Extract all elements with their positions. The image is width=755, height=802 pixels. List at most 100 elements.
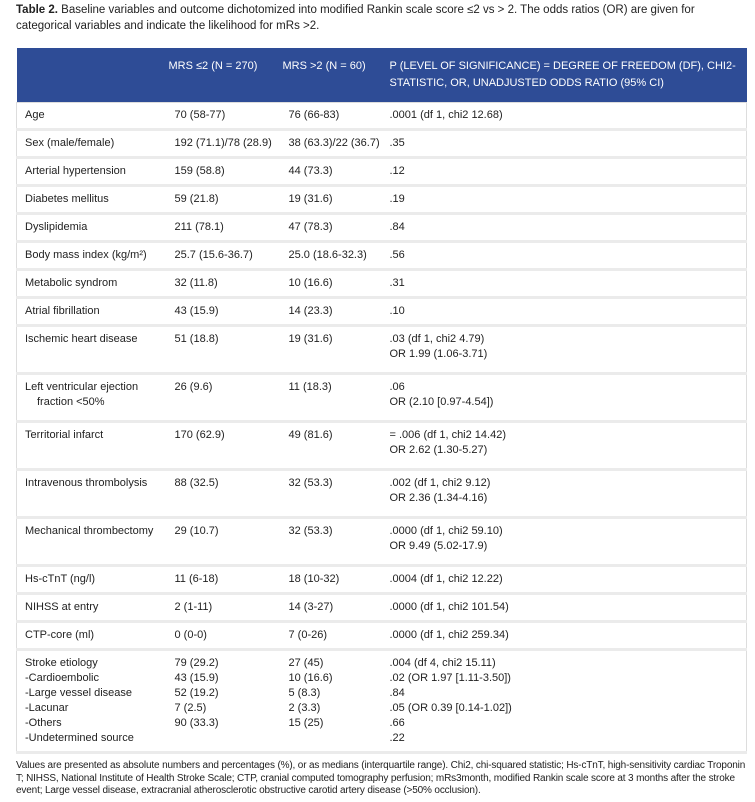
mrs-le2-cell: 170 (62.9) bbox=[164, 421, 279, 471]
p-value-cell: .03 (df 1, chi2 4.79) OR 1.99 (1.06-3.71) bbox=[385, 325, 747, 375]
variable-cell: Hs-cTnT (ng/l) bbox=[16, 565, 165, 595]
cell-line: 7 (0-26) bbox=[288, 629, 328, 641]
cell-line: Body mass index (kg/m²) bbox=[25, 249, 147, 261]
table-row: Territorial infarct 170 (62.9) 49 (81.6) = … bbox=[16, 421, 747, 471]
cell-line: -Others bbox=[25, 717, 62, 729]
cell-line: 25.7 (15.6-36.7) bbox=[174, 249, 253, 261]
header-mrs-le2: MRS ≤2 (N = 270) bbox=[168, 60, 258, 72]
cell-line: 79 (29.2) bbox=[174, 657, 219, 669]
cell-line: NIHSS at entry bbox=[25, 601, 99, 613]
mrs-gt2-cell: 44 (73.3) bbox=[278, 157, 386, 187]
mrs-le2-cell: 79 (29.2) 43 (15.9) 52 (19.2) 7 (2.5) 90 (33… bbox=[164, 649, 279, 754]
p-value-cell: .06 OR (2.10 [0.97-4.54]) bbox=[385, 373, 747, 423]
cell-line: OR (2.10 [0.97-4.54]) bbox=[389, 396, 494, 408]
p-value-cell: .004 (df 4, chi2 15.11) .02 (OR 1.97 [1.1… bbox=[385, 649, 747, 754]
cell-line: Atrial fibrillation bbox=[25, 305, 100, 317]
mrs-gt2-cell: 19 (31.6) bbox=[278, 325, 386, 375]
variable-cell: NIHSS at entry bbox=[16, 593, 165, 623]
cell-line: OR 2.36 (1.34-4.16) bbox=[389, 492, 488, 504]
cell-line: Intravenous thrombolysis bbox=[25, 477, 148, 489]
cell-line: -Lacunar bbox=[25, 702, 69, 714]
cell-line: 76 (66-83) bbox=[288, 109, 340, 121]
mrs-gt2-cell: 10 (16.6) bbox=[278, 269, 386, 299]
cell-line: .35 bbox=[389, 137, 405, 149]
header-variable bbox=[17, 48, 165, 103]
cell-line: Diabetes mellitus bbox=[25, 193, 109, 205]
cell-line: .84 bbox=[389, 221, 405, 233]
cell-line: 90 (33.3) bbox=[174, 717, 219, 729]
cell-line: Age bbox=[25, 109, 45, 121]
mrs-gt2-cell: 11 (18.3) bbox=[278, 373, 386, 423]
table-body: Age 70 (58-77) 76 (66-83) .0001 (df 1, chi2… bbox=[16, 102, 747, 754]
cell-line: .0004 (df 1, chi2 12.22) bbox=[389, 573, 503, 585]
variable-cell: Body mass index (kg/m²) bbox=[16, 241, 165, 271]
table-header-row: MRS ≤2 (N = 270) MRS >2 (N = 60) P (LEVE… bbox=[16, 48, 747, 103]
mrs-gt2-cell: 47 (78.3) bbox=[278, 213, 386, 243]
cell-line: = .006 (df 1, chi2 14.42) bbox=[389, 429, 507, 441]
mrs-gt2-cell: 14 (23.3) bbox=[278, 297, 386, 327]
p-value-cell: .0001 (df 1, chi2 12.68) bbox=[385, 102, 747, 131]
cell-line: Hs-cTnT (ng/l) bbox=[25, 573, 96, 585]
cell-line bbox=[283, 731, 382, 746]
p-value-cell: .19 bbox=[385, 185, 747, 215]
cell-line: 32 (53.3) bbox=[288, 477, 333, 489]
cell-line: 10 (16.6) bbox=[288, 277, 333, 289]
variable-cell: Ischemic heart disease bbox=[16, 325, 165, 375]
table-row: Age 70 (58-77) 76 (66-83) .0001 (df 1, chi2… bbox=[16, 102, 747, 131]
table-row: Body mass index (kg/m²) 25.7 (15.6-36.7) 2… bbox=[16, 241, 747, 271]
p-value-cell: .12 bbox=[385, 157, 747, 187]
table-row: CTP-core (ml) 0 (0-0) 7 (0-26) .0000 (df 1,… bbox=[16, 621, 747, 651]
cell-line: 51 (18.8) bbox=[174, 333, 219, 345]
mrs-le2-cell: 211 (78.1) bbox=[164, 213, 279, 243]
table-row: Arterial hypertension 159 (58.8) 44 (73.3)… bbox=[16, 157, 747, 187]
p-value-cell: .56 bbox=[385, 241, 747, 271]
variable-cell: Left ventricular ejection fraction <50% bbox=[16, 373, 165, 423]
cell-line: Territorial infarct bbox=[25, 429, 104, 441]
table-row: Mechanical thrombectomy 29 (10.7) 32 (53.3… bbox=[16, 517, 747, 567]
variable-cell: Mechanical thrombectomy bbox=[16, 517, 165, 567]
cell-line: OR 2.62 (1.30-5.27) bbox=[389, 444, 488, 456]
cell-line: 44 (73.3) bbox=[288, 165, 333, 177]
p-value-cell: .0004 (df 1, chi2 12.22) bbox=[385, 565, 747, 595]
mrs-gt2-cell: 19 (31.6) bbox=[278, 185, 386, 215]
header-p-value: P (LEVEL OF SIGNIFICANCE) = DEGREE OF FR… bbox=[389, 60, 736, 89]
p-value-cell: .84 bbox=[385, 213, 747, 243]
mrs-le2-cell: 43 (15.9) bbox=[164, 297, 279, 327]
cell-line: 47 (78.3) bbox=[288, 221, 333, 233]
p-value-cell: .0000 (df 1, chi2 101.54) bbox=[385, 593, 747, 623]
mrs-gt2-cell: 7 (0-26) bbox=[278, 621, 386, 651]
cell-line: .12 bbox=[389, 165, 405, 177]
cell-line: 43 (15.9) bbox=[174, 305, 219, 317]
cell-line: .84 bbox=[389, 687, 405, 699]
cell-line: 25.0 (18.6-32.3) bbox=[288, 249, 367, 261]
cell-line: 32 (11.8) bbox=[174, 277, 218, 289]
cell-line: fraction <50% bbox=[37, 396, 105, 408]
mrs-gt2-cell: 32 (53.3) bbox=[278, 517, 386, 567]
mrs-le2-cell: 25.7 (15.6-36.7) bbox=[164, 241, 279, 271]
variable-cell: CTP-core (ml) bbox=[16, 621, 165, 651]
cell-line: .56 bbox=[389, 249, 405, 261]
mrs-gt2-cell: 38 (63.3)/22 (36.7) bbox=[278, 129, 386, 159]
cell-line: 52 (19.2) bbox=[174, 687, 219, 699]
cell-line: 59 (21.8) bbox=[174, 193, 219, 205]
cell-line: .05 (OR 0.39 [0.14-1.02]) bbox=[389, 702, 512, 714]
variable-cell: Sex (male/female) bbox=[16, 129, 165, 159]
mrs-le2-cell: 70 (58-77) bbox=[164, 102, 279, 131]
mrs-gt2-cell: 32 (53.3) bbox=[278, 469, 386, 519]
caption-text: Baseline variables and outcome dichotomi… bbox=[16, 4, 695, 32]
cell-line: .19 bbox=[389, 193, 405, 205]
table-row: Sex (male/female) 192 (71.1)/78 (28.9) 38 … bbox=[16, 129, 747, 159]
mrs-le2-cell: 88 (32.5) bbox=[164, 469, 279, 519]
mrs-gt2-cell: 49 (81.6) bbox=[278, 421, 386, 471]
cell-line: 5 (8.3) bbox=[288, 687, 321, 699]
cell-line: 18 (10-32) bbox=[288, 573, 340, 585]
p-value-cell: .0000 (df 1, chi2 259.34) bbox=[385, 621, 747, 651]
mrs-gt2-cell: 14 (3-27) bbox=[278, 593, 386, 623]
p-value-cell: .35 bbox=[385, 129, 747, 159]
cell-line: .22 bbox=[389, 732, 405, 744]
mrs-le2-cell: 11 (6-18) bbox=[164, 565, 279, 595]
mrs-le2-cell: 51 (18.8) bbox=[164, 325, 279, 375]
table-row: Left ventricular ejection fraction <50% 26… bbox=[16, 373, 747, 423]
cell-line: -Large vessel disease bbox=[25, 687, 133, 699]
table-row: Stroke etiology -Cardioembolic -Large vess… bbox=[16, 649, 747, 754]
